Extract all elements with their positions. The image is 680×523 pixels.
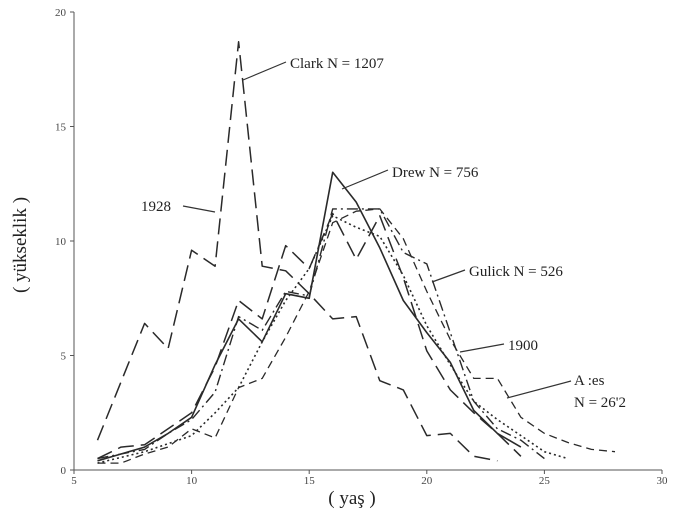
series-line-5	[97, 208, 616, 464]
y-tick-label: 0	[61, 465, 67, 477]
annotation-ames-line1: A :es	[574, 373, 605, 389]
pointer-drew	[341, 169, 389, 190]
annotation-ames-line2: N = 26'2	[574, 395, 626, 411]
annotation-clark: Clark N = 1207	[290, 56, 384, 72]
x-tick-label: 5	[71, 475, 77, 487]
y-axis-label: ( yükseklik )	[10, 197, 31, 293]
x-tick-label: 10	[186, 475, 198, 487]
series-line-2	[97, 171, 522, 462]
annotation-1928: 1928	[141, 199, 171, 215]
pointer-1900	[459, 343, 505, 353]
y-tick-label: 5	[61, 351, 67, 363]
x-tick-label: 30	[657, 475, 669, 487]
series-line-0	[96, 41, 498, 462]
series-group	[96, 41, 616, 464]
x-tick-label: 20	[421, 475, 433, 487]
pointer-ames	[506, 380, 572, 399]
x-axis-label: ( yaş )	[328, 488, 375, 509]
annotation-pointers	[182, 61, 572, 399]
pointer-gulick	[431, 269, 466, 283]
y-tick-label: 10	[55, 236, 67, 248]
x-tick-label: 25	[539, 475, 551, 487]
series-line-4	[97, 215, 569, 464]
y-tick-label: 20	[55, 7, 67, 19]
annotation-1900: 1900	[508, 338, 538, 354]
x-tick-label: 15	[304, 475, 316, 487]
series-line-1	[97, 212, 522, 460]
y-tick-label: 15	[55, 122, 67, 134]
series-line-3	[97, 208, 545, 460]
annotation-drew: Drew N = 756	[392, 165, 479, 181]
pointer-1928	[182, 205, 216, 213]
annotation-gulick: Gulick N = 526	[469, 264, 563, 280]
pointer-clark	[242, 61, 287, 81]
